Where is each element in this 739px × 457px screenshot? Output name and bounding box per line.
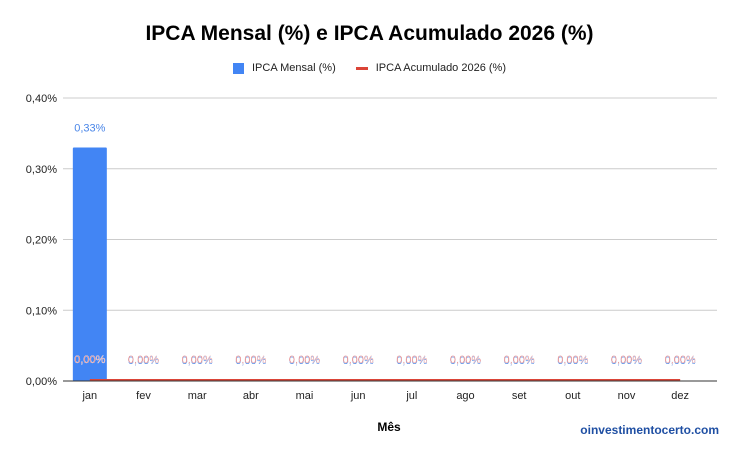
data-label-mensal: 0,33% (74, 123, 105, 135)
data-label-mensal: 0,00% (611, 355, 642, 367)
data-label-mensal: 0,00% (396, 355, 427, 367)
x-tick-label: jul (405, 390, 417, 402)
data-label-mensal: 0,00% (182, 355, 213, 367)
x-tick-label: mai (296, 390, 314, 402)
data-label-mensal: 0,00% (504, 355, 535, 367)
legend-item-acumulado[interactable]: IPCA Acumulado 2026 (%) (355, 62, 506, 74)
data-label-acumulado: 0,00% (557, 354, 588, 366)
x-tick-label: abr (243, 390, 259, 402)
data-label-mensal: 0,00% (557, 355, 588, 367)
y-tick-label: 0,20% (26, 235, 57, 247)
bar (72, 147, 107, 381)
data-label-mensal: 0,00% (450, 355, 481, 367)
x-tick-label: jun (350, 390, 366, 402)
x-tick-label: set (512, 390, 527, 402)
data-label-mensal: 0,00% (235, 355, 266, 367)
data-label-acumulado: 0,00% (343, 354, 374, 366)
y-tick-label: 0,10% (26, 305, 57, 317)
x-tick-label: nov (618, 390, 636, 402)
y-tick-label: 0,40% (26, 93, 57, 105)
data-label-acumulado: 0,00% (128, 354, 159, 366)
x-tick-label: fev (136, 390, 151, 402)
data-label-mensal: 0,00% (665, 355, 696, 367)
x-axis-title: Mês (377, 420, 401, 434)
data-label-mensal: 0,00% (289, 355, 320, 367)
legend: IPCA Mensal (%) IPCA Acumulado 2026 (%) (0, 62, 739, 74)
x-tick-label: jan (81, 390, 97, 402)
data-label-acumulado: 0,00% (396, 354, 427, 366)
data-label-mensal: 0,00% (128, 355, 159, 367)
bar-swatch-icon (233, 62, 244, 74)
x-tick-label: ago (456, 390, 474, 402)
y-tick-label: 0,30% (26, 164, 57, 176)
branding-text: oinvestimentocerto.com (580, 423, 719, 437)
line-swatch-icon (355, 66, 368, 70)
data-label-acumulado: 0,00% (235, 354, 266, 366)
x-tick-label: out (565, 390, 580, 402)
data-label-acumulado: 0,00% (504, 354, 535, 366)
legend-label-mensal: IPCA Mensal (%) (252, 62, 336, 74)
data-label-acumulado: 0,00% (289, 354, 320, 366)
legend-label-acumulado: IPCA Acumulado 2026 (%) (375, 62, 506, 74)
data-label-acumulado: 0,00% (611, 354, 642, 366)
data-label-mensal: 0,00% (343, 355, 374, 367)
y-tick-label: 0,00% (26, 376, 57, 388)
legend-item-mensal[interactable]: IPCA Mensal (%) (233, 62, 336, 74)
data-label-acumulado: 0,00% (450, 354, 481, 366)
data-label-acumulado: 0,00% (665, 354, 696, 366)
data-label-acumulado: 0,00% (74, 354, 105, 366)
x-tick-label: mar (188, 390, 207, 402)
x-tick-label: dez (671, 390, 689, 402)
chart-title: IPCA Mensal (%) e IPCA Acumulado 2026 (%… (145, 22, 594, 45)
data-label-acumulado: 0,00% (182, 354, 213, 366)
